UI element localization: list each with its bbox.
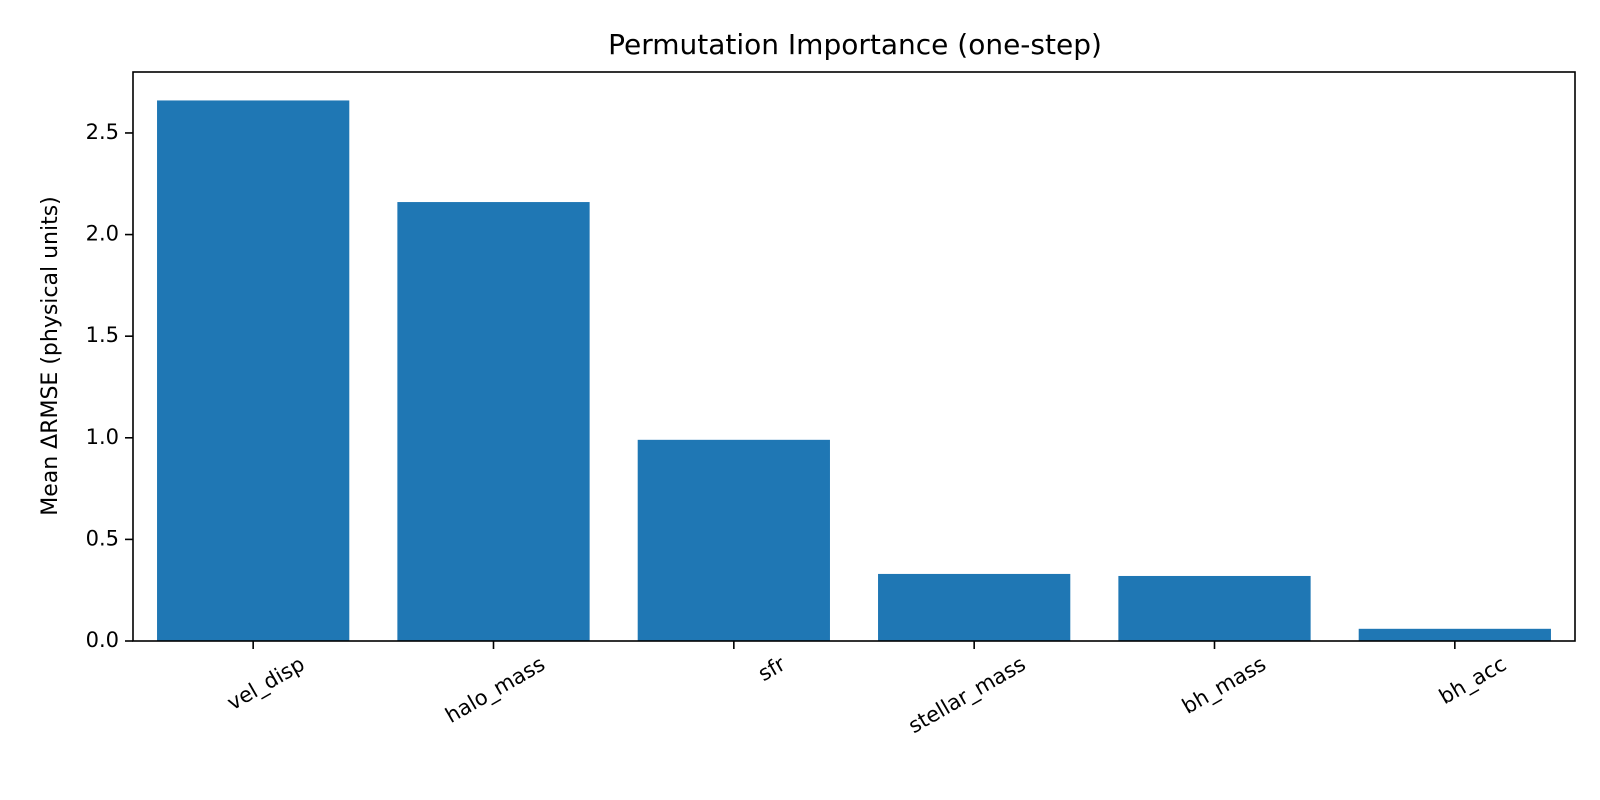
bar-sfr — [637, 439, 830, 641]
bars-group — [157, 100, 1551, 642]
y-tick-label: 2.0 — [86, 222, 119, 246]
bar-bh-acc — [1358, 628, 1551, 641]
bar-stellar-mass — [878, 573, 1071, 641]
bar-halo-mass — [397, 202, 590, 642]
plot-frame — [132, 71, 1576, 642]
y-tick-label: 1.5 — [86, 323, 119, 347]
y-tick-label: 0.0 — [86, 628, 119, 652]
bar-vel-disp — [157, 100, 350, 641]
bar-bh-mass — [1118, 575, 1311, 641]
y-tick-label: 2.5 — [86, 120, 119, 144]
y-tick-label: 1.0 — [86, 425, 119, 449]
y-tick-label: 0.5 — [86, 526, 119, 550]
chart-title: Permutation Importance (one-step) — [608, 28, 1102, 61]
y-axis-ticks: 0.0 0.5 1.0 1.5 2.0 2.5 — [86, 120, 133, 652]
y-axis-label: Mean ΔRMSE (physical units) — [38, 196, 63, 516]
